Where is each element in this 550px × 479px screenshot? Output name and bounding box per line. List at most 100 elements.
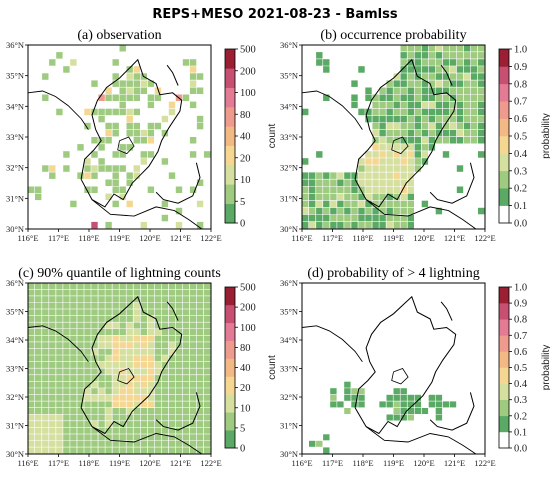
grid-cell [407, 101, 414, 109]
grid-cell [428, 52, 436, 59]
grid-cell [49, 59, 56, 66]
grid-cell [133, 401, 140, 408]
grid-cell [421, 94, 429, 101]
grid-cell [84, 289, 91, 296]
grid-cell [161, 158, 169, 165]
y-tick-label: 31°N [280, 193, 298, 203]
grid-cell [168, 342, 176, 349]
grid-cell [393, 394, 400, 401]
grid-cell [119, 434, 126, 441]
grid-cell [147, 151, 155, 158]
grid-cell [463, 87, 471, 94]
grid-cell [168, 315, 176, 322]
grid-cell [28, 421, 35, 428]
grid-cell [196, 388, 204, 395]
grid-cell [161, 401, 169, 408]
grid-cell [470, 137, 478, 144]
colorbar-tick-label: 0.8 [514, 315, 527, 326]
grid-cell [182, 335, 190, 342]
grid-cell [63, 368, 70, 375]
colorbar-swatch [225, 412, 235, 431]
grid-cell [126, 368, 133, 375]
grid-cell [35, 322, 42, 329]
grid-cell [84, 355, 91, 362]
grid-cell [478, 73, 485, 80]
grid-cell [393, 144, 400, 151]
grid-cell [393, 172, 400, 179]
grid-cell [400, 129, 407, 137]
grid-cell [105, 193, 112, 201]
grid-cell [344, 186, 351, 193]
grid-cell [84, 394, 91, 401]
grid-cell [126, 375, 133, 382]
grid-cell [386, 193, 393, 201]
grid-cell [112, 388, 119, 395]
grid-cell [449, 129, 457, 137]
grid-cell [77, 401, 84, 408]
grid-cell [330, 214, 337, 222]
grid-cell [84, 388, 91, 395]
grid-cell [126, 401, 133, 408]
grid-cell [126, 296, 133, 303]
grid-cell [442, 122, 450, 130]
grid-cell [379, 122, 386, 130]
grid-cell [70, 315, 77, 322]
grid-cell [56, 388, 63, 395]
grid-cell [56, 375, 63, 382]
grid-cell [119, 394, 126, 401]
grid-cell [168, 101, 176, 109]
grid-cell [393, 158, 400, 165]
grid-cell [196, 115, 204, 123]
grid-cell [365, 172, 372, 179]
grid-cell [189, 309, 197, 316]
grid-cell [126, 381, 133, 388]
grid-cell [84, 172, 91, 179]
colorbar-tick-label: 1.0 [514, 283, 527, 294]
grid-cell [421, 45, 429, 52]
grid-cell [98, 447, 105, 454]
grid-cell [112, 108, 119, 116]
grid-cell [98, 165, 105, 172]
grid-cell [63, 388, 70, 395]
grid-cell [196, 368, 204, 375]
grid-cell [428, 401, 436, 408]
grid-cell [77, 283, 84, 289]
grid-cell [112, 94, 119, 101]
grid-cell [175, 283, 183, 289]
grid-cell [386, 137, 393, 144]
grid-cell [330, 179, 337, 186]
grid-cell [407, 59, 414, 66]
coastline [166, 64, 179, 86]
grid-cell [344, 207, 351, 215]
grid-cell [119, 296, 126, 303]
grid-cell [63, 427, 70, 434]
coastline [429, 392, 475, 431]
y-tick-label: 31°N [6, 421, 24, 431]
grid-cell [35, 315, 42, 322]
grid-cell [393, 165, 400, 172]
grid-cell [98, 440, 105, 447]
grid-cell [35, 193, 42, 201]
grid-cell [386, 122, 393, 130]
grid-cell [196, 401, 204, 408]
grid-cell [91, 421, 98, 428]
grid-cell [112, 179, 119, 186]
grid-cell [478, 122, 485, 130]
grid-cell [344, 221, 351, 229]
grid-cell [400, 94, 407, 101]
grid-cell [140, 335, 147, 342]
grid-cell [126, 394, 133, 401]
grid-cell [56, 342, 63, 349]
grid-cell [84, 165, 91, 172]
grid-cell [140, 322, 147, 329]
grid-cell [463, 59, 471, 66]
grid-cell [189, 59, 197, 66]
grid-cell [154, 329, 162, 335]
grid-cell [77, 172, 84, 179]
grid-cell [351, 221, 358, 229]
x-tick-label: 122°E [200, 458, 221, 468]
grid-cell [77, 335, 84, 342]
grid-cell [147, 342, 155, 349]
grid-cell [28, 355, 35, 362]
